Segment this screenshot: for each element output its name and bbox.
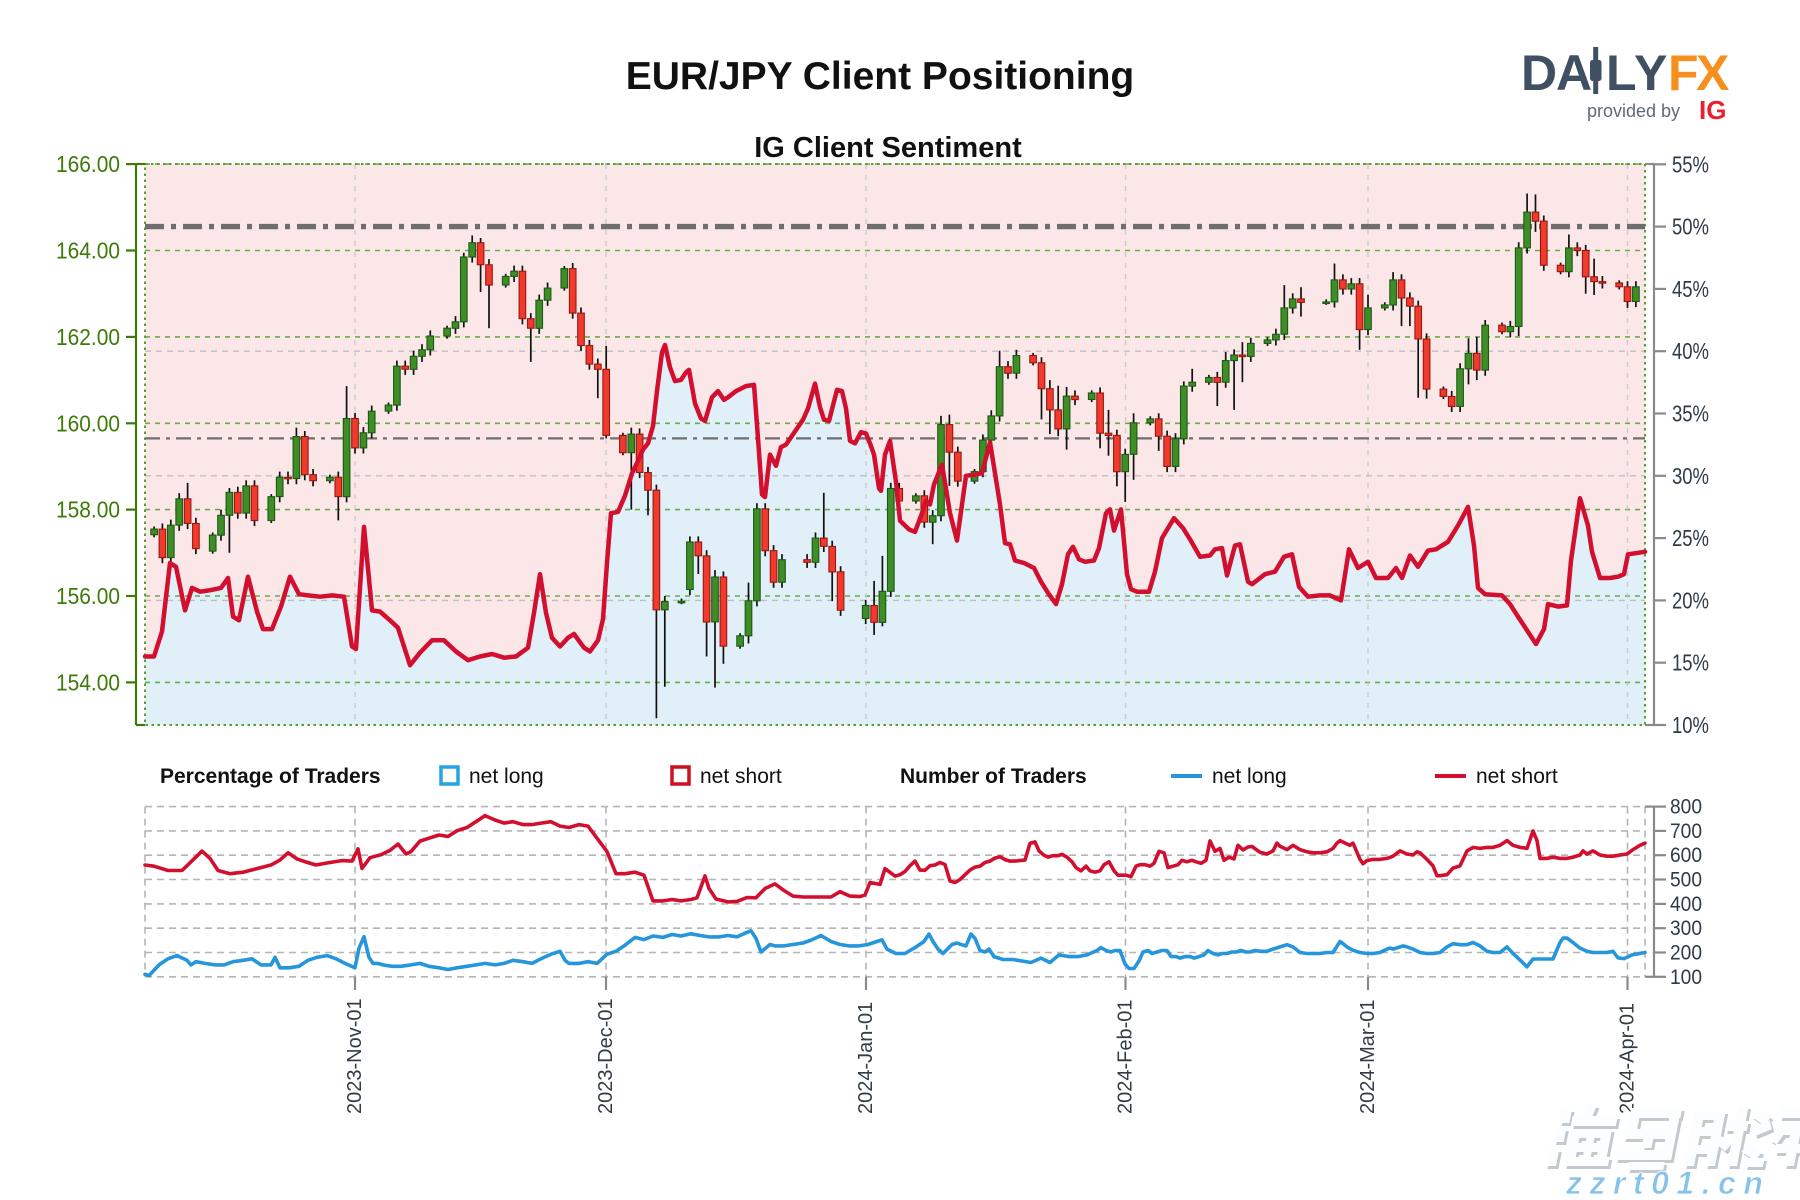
- svg-text:2024-Mar-01: 2024-Mar-01: [1357, 999, 1379, 1114]
- svg-text:100: 100: [1670, 965, 1702, 989]
- svg-text:provided by: provided by: [1587, 101, 1680, 121]
- svg-text:2024-Jan-01: 2024-Jan-01: [855, 1002, 877, 1114]
- svg-text:164.00: 164.00: [56, 238, 120, 264]
- svg-text:35%: 35%: [1672, 401, 1709, 427]
- svg-text:2023-Nov-01: 2023-Nov-01: [344, 998, 366, 1114]
- svg-text:20%: 20%: [1672, 587, 1709, 613]
- svg-text:zzrt01.cn: zzrt01.cn: [1565, 1165, 1770, 1200]
- svg-text:50%: 50%: [1672, 214, 1709, 240]
- svg-text:30%: 30%: [1672, 463, 1709, 489]
- svg-text:300: 300: [1670, 916, 1702, 940]
- svg-text:L: L: [1606, 45, 1637, 101]
- svg-text:Percentage of Traders: Percentage of Traders: [160, 765, 381, 788]
- svg-text:158.00: 158.00: [56, 497, 120, 523]
- svg-text:25%: 25%: [1672, 525, 1709, 551]
- svg-text:500: 500: [1670, 868, 1702, 892]
- svg-text:net short: net short: [1476, 765, 1558, 788]
- svg-text:200: 200: [1670, 941, 1702, 965]
- svg-text:55%: 55%: [1672, 151, 1709, 177]
- svg-text:net short: net short: [700, 765, 782, 788]
- svg-text:800: 800: [1670, 795, 1702, 819]
- svg-text:700: 700: [1670, 819, 1702, 843]
- svg-text:2023-Dec-01: 2023-Dec-01: [595, 998, 617, 1114]
- svg-text:Y: Y: [1634, 45, 1667, 101]
- svg-text:net long: net long: [1212, 765, 1287, 788]
- svg-text:10%: 10%: [1672, 712, 1709, 738]
- svg-text:166.00: 166.00: [56, 151, 120, 177]
- svg-text:A: A: [1556, 45, 1592, 101]
- svg-text:net long: net long: [469, 765, 544, 788]
- svg-text:EUR/JPY Client Positioning: EUR/JPY Client Positioning: [626, 55, 1135, 98]
- svg-text:400: 400: [1670, 892, 1702, 916]
- svg-text:45%: 45%: [1672, 276, 1709, 302]
- svg-text:2024-Feb-01: 2024-Feb-01: [1115, 999, 1137, 1114]
- svg-text:D: D: [1521, 45, 1557, 101]
- svg-text:IG: IG: [1699, 95, 1726, 125]
- svg-text:162.00: 162.00: [56, 324, 120, 350]
- svg-text:X: X: [1696, 45, 1729, 101]
- svg-text:IG Client Sentiment: IG Client Sentiment: [754, 132, 1022, 164]
- svg-text:Number of Traders: Number of Traders: [900, 765, 1087, 788]
- svg-text:2024-Apr-01: 2024-Apr-01: [1617, 1003, 1639, 1114]
- svg-text:F: F: [1668, 45, 1699, 101]
- svg-text:600: 600: [1670, 843, 1702, 867]
- svg-text:156.00: 156.00: [56, 583, 120, 609]
- svg-text:40%: 40%: [1672, 338, 1709, 364]
- svg-text:15%: 15%: [1672, 650, 1709, 676]
- svg-text:154.00: 154.00: [56, 669, 120, 695]
- svg-text:160.00: 160.00: [56, 410, 120, 436]
